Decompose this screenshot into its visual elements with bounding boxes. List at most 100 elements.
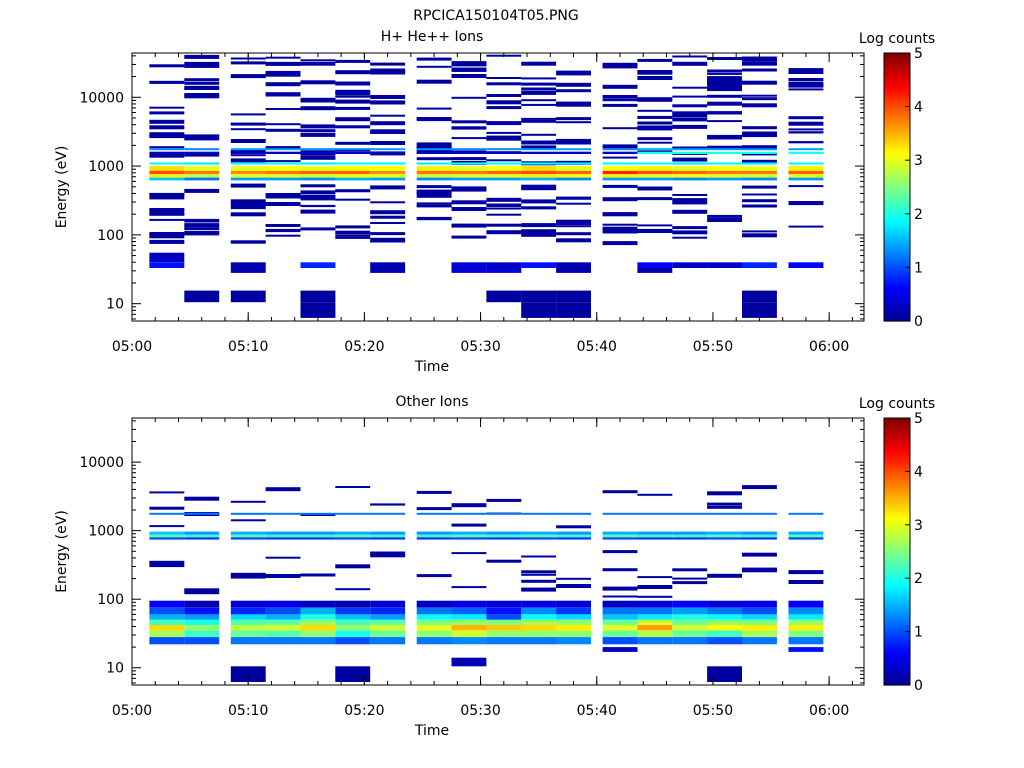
heatmap-cell bbox=[230, 574, 266, 579]
colorbar-segment bbox=[884, 114, 910, 118]
heatmap-cell bbox=[451, 157, 487, 161]
heatmap-cell bbox=[486, 177, 522, 181]
colorbar-segment bbox=[884, 278, 910, 282]
colorbar-segment bbox=[884, 245, 910, 250]
heatmap-cell bbox=[149, 146, 185, 149]
x-tick-label: 05:30 bbox=[460, 339, 500, 355]
heatmap-cell bbox=[230, 162, 266, 165]
colorbar-segment bbox=[884, 674, 910, 678]
heatmap-cell bbox=[707, 162, 742, 165]
heatmap-cell bbox=[521, 184, 557, 188]
heatmap-cell bbox=[486, 100, 522, 105]
heatmap-cell bbox=[265, 228, 301, 232]
heatmap-cell bbox=[707, 531, 742, 535]
heatmap-cell bbox=[707, 619, 742, 625]
heatmap-cell bbox=[370, 268, 406, 273]
heatmap-cell bbox=[602, 127, 638, 130]
colorbar-segment bbox=[884, 312, 910, 317]
heatmap-cell bbox=[149, 208, 185, 211]
heatmap-cell bbox=[370, 262, 406, 268]
heatmap-cell bbox=[451, 67, 487, 70]
heatmap-cell bbox=[521, 166, 557, 171]
heatmap-cell bbox=[637, 115, 673, 119]
colorbar-segment bbox=[884, 152, 910, 156]
heatmap-cell bbox=[742, 80, 777, 85]
x-tick-label: 06:00 bbox=[809, 703, 849, 719]
heatmap-cell bbox=[707, 148, 742, 151]
heatmap-cell bbox=[300, 573, 336, 577]
heatmap-cell bbox=[486, 135, 522, 138]
heatmap-cell bbox=[602, 568, 638, 572]
heatmap-cell bbox=[451, 170, 487, 175]
plot-frame bbox=[131, 417, 865, 686]
heatmap-cell bbox=[788, 128, 824, 131]
heatmap-cell bbox=[416, 490, 452, 494]
x-tick-label: 05:30 bbox=[460, 703, 500, 719]
colorbar-tick-label: 0 bbox=[914, 314, 923, 330]
heatmap-cell bbox=[521, 229, 557, 234]
heatmap-cell bbox=[184, 232, 220, 236]
heatmap-cell bbox=[300, 190, 336, 195]
colorbar-segment bbox=[884, 538, 910, 542]
heatmap-cell bbox=[556, 537, 591, 540]
heatmap-cell bbox=[451, 614, 487, 620]
heatmap-cell bbox=[742, 166, 777, 171]
heatmap-cell bbox=[672, 262, 708, 268]
heatmap-cell bbox=[370, 215, 406, 219]
heatmap-cell bbox=[742, 94, 777, 97]
x-tick-label: 05:10 bbox=[228, 703, 268, 719]
heatmap-cell bbox=[602, 84, 638, 89]
heatmap-cell bbox=[265, 630, 301, 637]
heatmap-cell bbox=[184, 170, 220, 175]
x-tick-label: 05:10 bbox=[228, 339, 268, 355]
heatmap-cell bbox=[672, 630, 708, 637]
heatmap-cell bbox=[230, 519, 266, 522]
colorbar-segment bbox=[884, 144, 910, 148]
heatmap-cell bbox=[672, 198, 708, 203]
heatmap-cell bbox=[742, 97, 777, 101]
heatmap-cell bbox=[602, 490, 638, 494]
heatmap-cell bbox=[184, 223, 220, 228]
colorbar-segment bbox=[884, 208, 910, 212]
heatmap-cell bbox=[451, 67, 487, 72]
heatmap-cell bbox=[486, 204, 522, 207]
heatmap-cell bbox=[707, 637, 742, 645]
heatmap-cell bbox=[637, 58, 673, 62]
heatmap-cell bbox=[370, 555, 406, 558]
colorbar-segment bbox=[884, 599, 910, 603]
heatmap-cell bbox=[149, 232, 185, 236]
heatmap-cell bbox=[486, 106, 522, 110]
heatmap-cell bbox=[149, 177, 185, 181]
heatmap-cell bbox=[602, 630, 638, 637]
colorbar-segment bbox=[884, 479, 910, 483]
heatmap-cell bbox=[486, 82, 522, 86]
colorbar-segment bbox=[884, 436, 910, 440]
colorbar-segment bbox=[884, 676, 910, 681]
heatmap-cell bbox=[149, 148, 185, 151]
heatmap-cell bbox=[602, 534, 638, 538]
heatmap-cell bbox=[556, 584, 591, 588]
colorbar-segment bbox=[884, 487, 910, 491]
heatmap-cell bbox=[556, 177, 591, 181]
heatmap-cell bbox=[370, 177, 406, 181]
heatmap-cell bbox=[451, 503, 487, 508]
colorbar-segment bbox=[884, 428, 910, 432]
heatmap-cell bbox=[184, 228, 220, 230]
heatmap-cell bbox=[265, 202, 301, 206]
heatmap-cell bbox=[486, 77, 522, 79]
heatmap-cell bbox=[149, 506, 185, 510]
heatmap-cell bbox=[416, 174, 452, 178]
heatmap-cell bbox=[637, 228, 673, 232]
heatmap-cell bbox=[265, 82, 301, 87]
heatmap-cell bbox=[788, 72, 824, 74]
heatmap-cell bbox=[265, 625, 301, 631]
heatmap-cell bbox=[556, 162, 591, 165]
heatmap-cell bbox=[230, 170, 266, 175]
heatmap-cell bbox=[335, 630, 371, 637]
heatmap-cell bbox=[556, 630, 591, 637]
colorbar-segment bbox=[884, 264, 910, 268]
heatmap-cell bbox=[230, 534, 266, 538]
heatmap-cell bbox=[672, 231, 708, 235]
heatmap-cell bbox=[707, 607, 742, 615]
heatmap-cell bbox=[637, 141, 673, 144]
